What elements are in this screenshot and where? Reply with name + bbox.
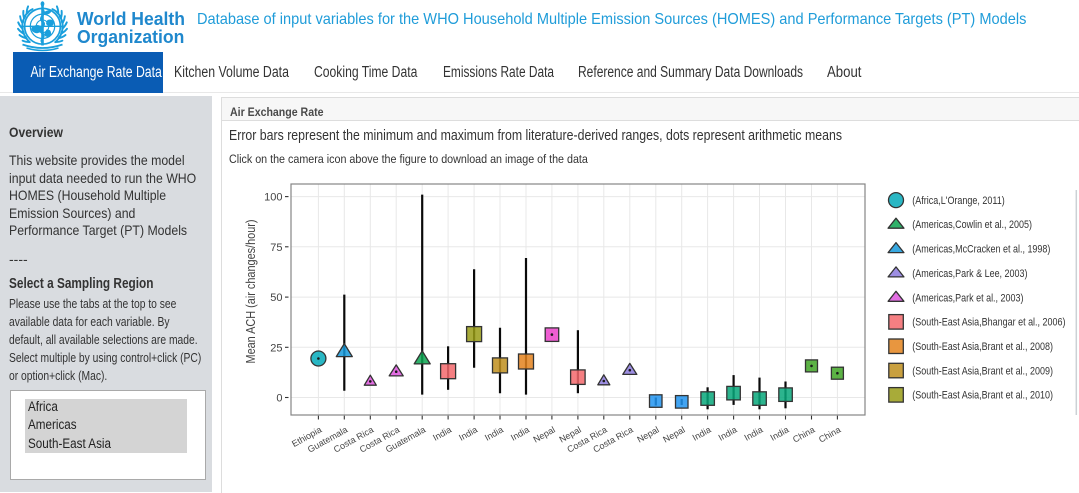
svg-text:(South-East Asia,Brant et al.,: (South-East Asia,Brant et al., 2010) (912, 390, 1053, 402)
svg-text:India: India (717, 425, 739, 443)
svg-text:India: India (691, 425, 713, 443)
svg-text:25: 25 (270, 342, 282, 354)
svg-text:(South-East Asia,Brant et al.,: (South-East Asia,Brant et al., 2008) (912, 341, 1053, 353)
svg-text:India: India (769, 425, 791, 443)
svg-text:China: China (791, 425, 816, 445)
svg-text:(South-East Asia,Brant et al.,: (South-East Asia,Brant et al., 2009) (912, 365, 1053, 377)
svg-text:India: India (457, 425, 479, 443)
svg-text:(South-East Asia,Bhangar et al: (South-East Asia,Bhangar et al., 2006) (912, 317, 1065, 329)
svg-text:India: India (509, 425, 531, 443)
svg-text:Mean ACH (air changes/hour): Mean ACH (air changes/hour) (244, 220, 258, 364)
svg-text:(Americas,Park et al., 2003): (Americas,Park et al., 2003) (912, 292, 1023, 304)
svg-text:China: China (817, 425, 842, 445)
svg-text:India: India (483, 425, 505, 443)
svg-text:Nepal: Nepal (635, 425, 660, 445)
svg-text:(Americas,Park & Lee, 2003): (Americas,Park & Lee, 2003) (912, 268, 1027, 280)
svg-text:50: 50 (270, 292, 282, 304)
svg-text:100: 100 (264, 192, 282, 204)
svg-text:(Americas,Cowlin et al., 2005): (Americas,Cowlin et al., 2005) (912, 219, 1032, 231)
svg-text:(Americas,McCracken et al., 19: (Americas,McCracken et al., 1998) (912, 244, 1050, 256)
svg-text:75: 75 (270, 242, 282, 254)
svg-text:India: India (743, 425, 765, 443)
svg-text:0: 0 (276, 393, 282, 405)
svg-text:Nepal: Nepal (661, 425, 686, 445)
svg-text:(Africa,L'Orange, 2011): (Africa,L'Orange, 2011) (912, 195, 1004, 207)
svg-text:Nepal: Nepal (531, 425, 556, 445)
svg-text:India: India (431, 425, 453, 443)
